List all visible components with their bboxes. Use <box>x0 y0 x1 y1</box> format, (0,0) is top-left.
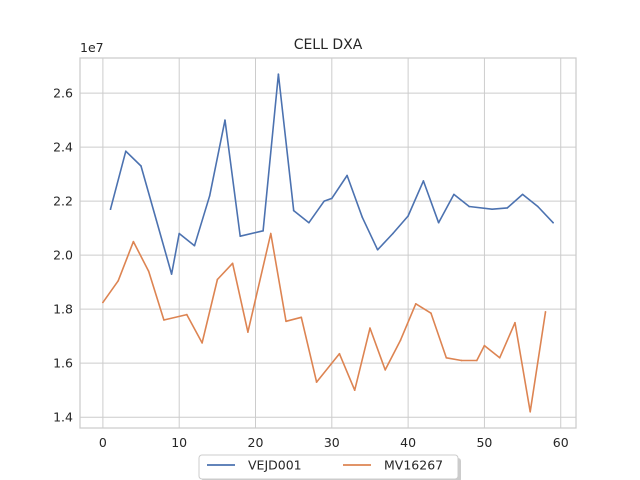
data-point-mv16267 <box>514 321 516 324</box>
legend-label-vejd001: VEJD001 <box>248 458 302 473</box>
data-point-vejd001 <box>468 205 470 208</box>
data-point-mv16267 <box>163 319 165 321</box>
plot-area <box>80 58 576 428</box>
data-point-vejd001 <box>224 119 226 121</box>
data-point-vejd001 <box>170 273 173 275</box>
data-point-vejd001 <box>537 205 539 208</box>
x-tick-label: 0 <box>99 435 107 450</box>
data-point-mv16267 <box>231 262 234 265</box>
data-point-vejd001 <box>262 230 264 232</box>
data-point-mv16267 <box>186 313 188 316</box>
data-point-mv16267 <box>460 359 463 362</box>
data-point-mv16267 <box>544 311 547 313</box>
data-point-vejd001 <box>361 216 364 219</box>
data-point-vejd001 <box>392 232 394 235</box>
legend-box <box>198 454 459 480</box>
data-point-vejd001 <box>453 193 455 196</box>
y-axis-ticks: 1.4 1.6 1.8 2.0 2.2 2.4 2.6 <box>53 86 73 425</box>
data-point-vejd001 <box>331 197 333 200</box>
data-point-vejd001 <box>178 232 180 235</box>
data-point-mv16267 <box>498 356 501 359</box>
data-point-mv16267 <box>102 301 104 304</box>
series-line-vejd001 <box>109 73 554 275</box>
data-point-mv16267 <box>353 389 356 391</box>
data-point-mv16267 <box>269 232 272 235</box>
data-point-mv16267 <box>483 344 486 347</box>
data-point-mv16267 <box>430 312 432 315</box>
x-axis-ticks: 0 10 20 30 40 50 60 <box>99 435 569 450</box>
y-tick-label: 1.6 <box>53 356 73 371</box>
plot-frame <box>79 57 577 429</box>
data-point-mv16267 <box>247 331 249 333</box>
data-point-mv16267 <box>315 381 318 383</box>
grid <box>80 58 576 428</box>
data-point-mv16267 <box>384 369 387 371</box>
data-point-vejd001 <box>506 207 509 209</box>
chart-title: CELL DXA <box>294 37 363 53</box>
y-tick-label: 2.6 <box>53 86 73 101</box>
data-point-mv16267 <box>147 270 150 273</box>
y-tick-label: 1.4 <box>53 410 73 425</box>
data-point-mv16267 <box>300 316 303 319</box>
y-tick-label: 1.8 <box>53 302 73 317</box>
data-point-mv16267 <box>476 359 478 362</box>
data-point-vejd001 <box>491 208 493 211</box>
series-lines <box>102 73 554 413</box>
data-point-mv16267 <box>445 356 448 359</box>
data-point-vejd001 <box>521 193 524 196</box>
y-tick-label: 2.0 <box>53 248 73 263</box>
data-point-vejd001 <box>155 219 158 221</box>
data-point-mv16267 <box>201 342 203 344</box>
y-tick-label: 2.4 <box>53 140 73 155</box>
data-point-mv16267 <box>414 302 417 305</box>
legend: VEJD001 MV16267 <box>198 454 461 480</box>
data-point-vejd001 <box>239 235 242 238</box>
data-point-vejd001 <box>407 215 409 217</box>
data-point-vejd001 <box>124 150 127 152</box>
data-point-mv16267 <box>132 240 135 243</box>
data-point-vejd001 <box>308 221 310 224</box>
data-point-mv16267 <box>338 352 341 355</box>
x-tick-label: 60 <box>553 435 569 450</box>
data-point-vejd001 <box>376 248 379 251</box>
data-point-vejd001 <box>140 165 142 167</box>
data-point-mv16267 <box>399 339 402 342</box>
x-tick-label: 30 <box>324 435 340 450</box>
data-point-mv16267 <box>529 410 532 413</box>
data-point-vejd001 <box>346 174 348 177</box>
data-point-vejd001 <box>292 209 295 212</box>
data-point-vejd001 <box>323 200 325 202</box>
data-point-mv16267 <box>369 327 371 329</box>
data-point-mv16267 <box>285 320 287 323</box>
legend-label-mv16267: MV16267 <box>384 458 443 473</box>
data-point-vejd001 <box>193 244 196 247</box>
x-tick-label: 40 <box>400 435 416 450</box>
x-tick-label: 10 <box>171 435 187 450</box>
data-point-vejd001 <box>208 194 211 197</box>
data-point-vejd001 <box>437 221 440 224</box>
x-tick-label: 20 <box>248 435 264 450</box>
data-point-vejd001 <box>277 73 280 76</box>
y-offset-label: 1e7 <box>80 40 104 55</box>
y-tick-label: 2.2 <box>53 194 73 209</box>
data-point-mv16267 <box>117 280 119 282</box>
x-tick-label: 50 <box>476 435 492 450</box>
data-point-vejd001 <box>109 208 112 211</box>
data-point-mv16267 <box>216 278 219 281</box>
data-point-vejd001 <box>422 180 425 182</box>
data-point-vejd001 <box>552 221 554 224</box>
